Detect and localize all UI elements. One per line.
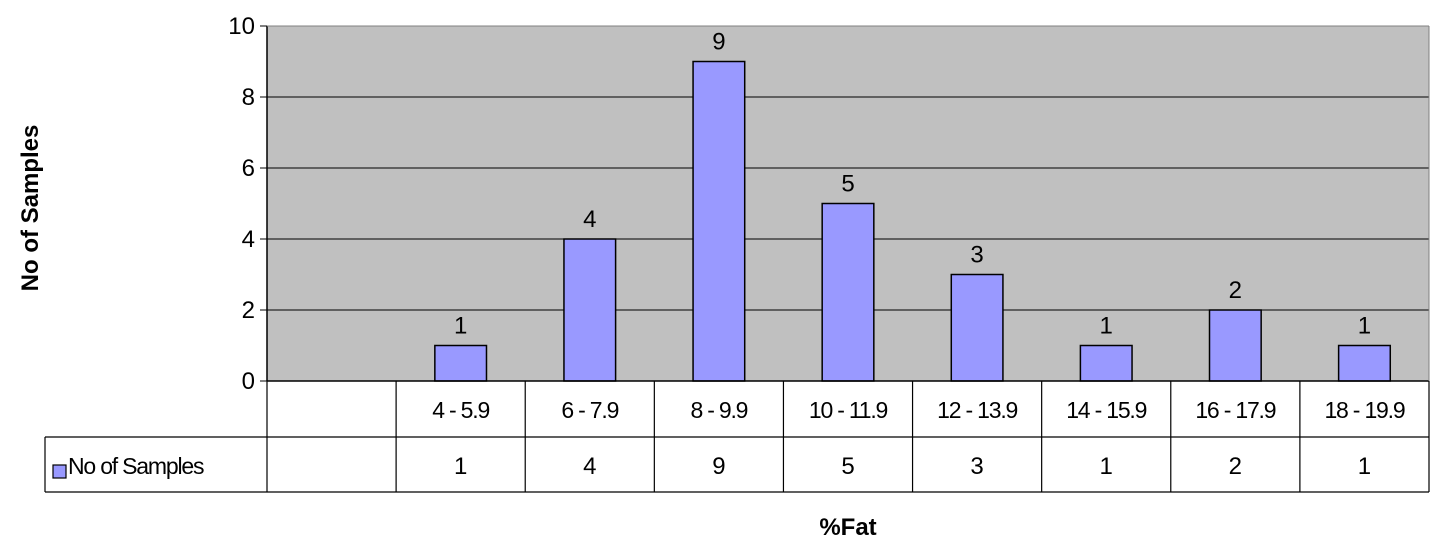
data-label: 2 (1229, 277, 1242, 304)
x-category-label: 6 - 7.9 (561, 397, 618, 423)
data-labels: 1 4 9 5 3 1 2 1 (454, 29, 1371, 340)
data-label: 1 (1358, 313, 1371, 340)
data-label: 1 (1100, 313, 1113, 340)
y-tick-label: 0 (242, 368, 255, 395)
bar (434, 344, 488, 382)
table-value: 1 (1100, 453, 1113, 480)
y-tick-label: 6 (242, 155, 255, 182)
y-tick-label: 10 (228, 13, 255, 40)
data-label: 5 (841, 171, 854, 198)
bar (563, 238, 617, 382)
table-value: 3 (970, 453, 983, 480)
bar (692, 60, 746, 382)
x-category-label: 4 - 5.9 (432, 397, 489, 423)
x-category-label: 8 - 9.9 (690, 397, 747, 423)
table-value: 2 (1229, 453, 1242, 480)
bar (950, 273, 1004, 382)
data-table: 4 - 5.9 1 6 - 7.9 4 8 - 9.9 9 10 - 11.9 5 12 - 1… (44, 381, 1430, 493)
table-value: 5 (841, 453, 854, 480)
y-tick-label: 8 (242, 84, 255, 111)
table-value: 9 (712, 453, 725, 480)
table-value: 1 (1358, 453, 1371, 480)
legend-swatch (52, 464, 67, 479)
legend-label: No of Samples (68, 453, 204, 479)
y-tick-label: 4 (242, 226, 255, 253)
axes: 0 2 4 6 8 10 (228, 13, 1430, 395)
bar (1337, 344, 1392, 382)
bar (1079, 344, 1133, 382)
table-value: 1 (454, 453, 467, 480)
data-label: 4 (583, 206, 596, 233)
y-axis-title: No of Samples (17, 125, 44, 292)
x-category-label: 12 - 13.9 (937, 397, 1017, 423)
data-label: 1 (454, 313, 467, 340)
x-category-label: 14 - 15.9 (1066, 397, 1146, 423)
x-category-label: 18 - 19.9 (1324, 397, 1404, 423)
bar (1208, 309, 1262, 382)
data-label: 3 (970, 242, 983, 269)
bar (821, 202, 875, 382)
x-category-label: 10 - 11.9 (809, 397, 888, 423)
table-value: 4 (583, 453, 596, 480)
data-label: 9 (712, 29, 725, 56)
bars (434, 60, 1392, 382)
x-category-label: 16 - 17.9 (1195, 397, 1275, 423)
y-tick-label: 2 (242, 297, 255, 324)
x-axis-title: %Fat (819, 514, 876, 541)
